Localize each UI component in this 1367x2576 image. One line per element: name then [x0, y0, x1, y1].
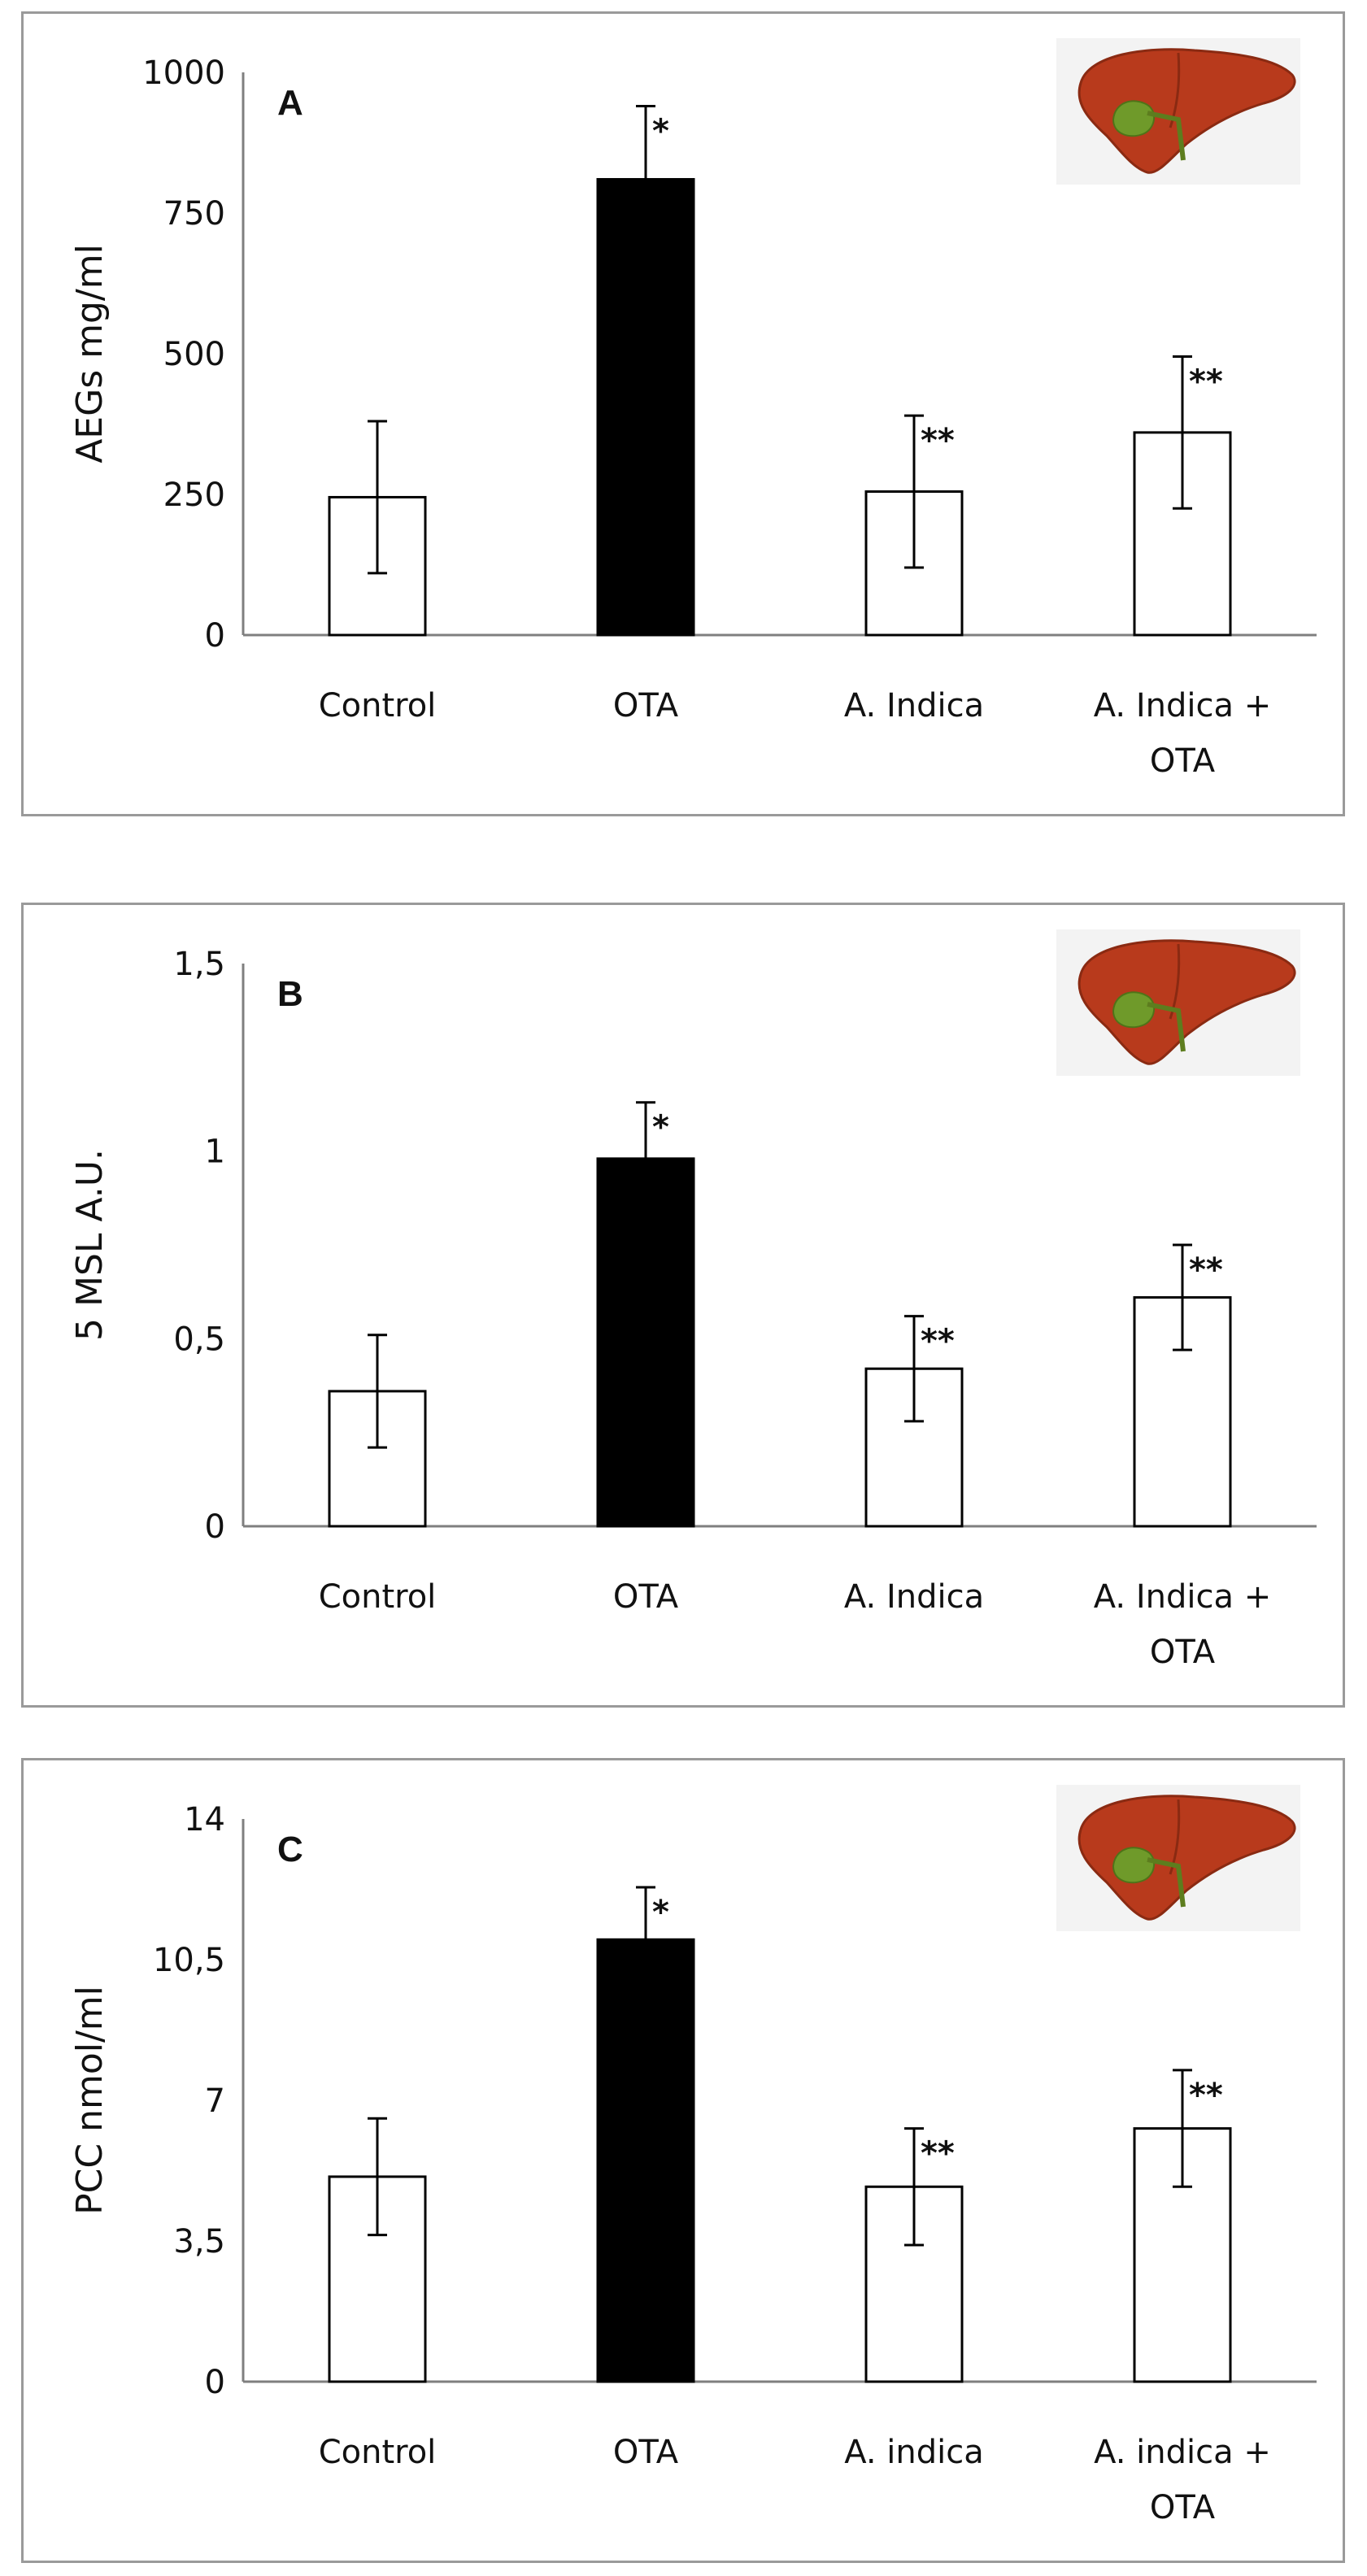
chart-panel-c: 0 3,5 7 10,5 14 PCC nmol/ml C Control * OTA ** A. i…	[21, 1758, 1345, 2563]
chart-b-svg: 0 0,5 1 1,5 5 MSL A.U. B Control * OTA ** A. Indic…	[69, 929, 1317, 1671]
y-tick-label: 250	[163, 476, 225, 514]
category-label: Control	[319, 2434, 437, 2471]
significance-marker: **	[921, 2135, 955, 2173]
category-label: OTA	[1150, 1634, 1216, 1671]
chart-panel-a: 0 250 500 750 1000 AEGs mg/ml A Control * OTA ** A.…	[21, 11, 1345, 816]
category-label: Control	[319, 1578, 437, 1616]
significance-marker: **	[1189, 1251, 1223, 1289]
category-label: Control	[319, 687, 437, 724]
y-tick-label: 0	[205, 1508, 225, 1546]
y-tick-label: 0,5	[173, 1321, 225, 1358]
category-label: OTA	[1150, 2489, 1216, 2526]
bile-duct-shape	[1147, 111, 1186, 161]
significance-marker: *	[652, 113, 669, 150]
bile-duct-shape	[1147, 1857, 1186, 1908]
liver-icon	[1056, 38, 1300, 185]
significance-marker: **	[921, 1323, 955, 1360]
category-label: A. indica	[844, 2434, 984, 2471]
chart-c-svg: 0 3,5 7 10,5 14 PCC nmol/ml C Control * OTA ** A. i…	[69, 1785, 1317, 2526]
bar	[596, 177, 695, 637]
y-tick-label: 1	[205, 1134, 225, 1171]
gallbladder-shape	[1112, 991, 1156, 1029]
liver-lobe-shape	[1077, 48, 1296, 174]
bile-duct-shape	[1147, 1002, 1186, 1052]
y-axis-label: PCC nmol/ml	[69, 1986, 111, 2215]
y-tick-label: 500	[163, 336, 225, 373]
category-label: OTA	[613, 1578, 679, 1616]
y-tick-label: 10,5	[153, 1942, 225, 1979]
y-tick-label: 7	[205, 2082, 225, 2120]
bar	[596, 1157, 695, 1528]
chart-panel-b: 0 0,5 1 1,5 5 MSL A.U. B Control * OTA ** A. Indic…	[21, 903, 1345, 1708]
y-axis-label: AEGs mg/ml	[69, 244, 111, 463]
significance-marker: **	[1189, 2077, 1223, 2114]
category-label: A. Indica	[844, 687, 984, 724]
gallbladder-shape	[1112, 1847, 1156, 1884]
significance-marker: **	[921, 422, 955, 459]
category-label: A. Indica +	[1094, 687, 1271, 724]
y-tick-label: 1,5	[173, 946, 225, 983]
significance-marker: **	[1189, 363, 1223, 400]
panel-label: A	[277, 83, 303, 123]
category-label: OTA	[613, 687, 679, 724]
category-label: OTA	[613, 2434, 679, 2471]
y-tick-label: 0	[205, 2364, 225, 2401]
category-label: A. Indica +	[1094, 1578, 1271, 1616]
liver-icon	[1056, 929, 1300, 1076]
gallbladder-shape	[1112, 100, 1156, 137]
significance-marker: *	[652, 1109, 669, 1147]
y-tick-label: 1000	[142, 54, 225, 92]
y-tick-label: 14	[184, 1801, 225, 1838]
category-label: A. indica +	[1094, 2434, 1271, 2471]
liver-lobe-shape	[1077, 939, 1296, 1065]
y-tick-label: 0	[205, 617, 225, 655]
category-label: OTA	[1150, 742, 1216, 780]
liver-lobe-shape	[1077, 1795, 1296, 1921]
category-label: A. Indica	[844, 1578, 984, 1616]
panel-label: B	[277, 974, 303, 1014]
significance-marker: *	[652, 1894, 669, 1931]
panel-label: C	[277, 1830, 303, 1869]
y-tick-label: 750	[163, 195, 225, 233]
chart-a-svg: 0 250 500 750 1000 AEGs mg/ml A Control * OTA ** A.…	[69, 38, 1317, 780]
y-tick-label: 3,5	[173, 2223, 225, 2261]
y-axis-label: 5 MSL A.U.	[69, 1149, 111, 1341]
bar	[596, 1938, 695, 2383]
liver-icon	[1056, 1785, 1300, 1931]
